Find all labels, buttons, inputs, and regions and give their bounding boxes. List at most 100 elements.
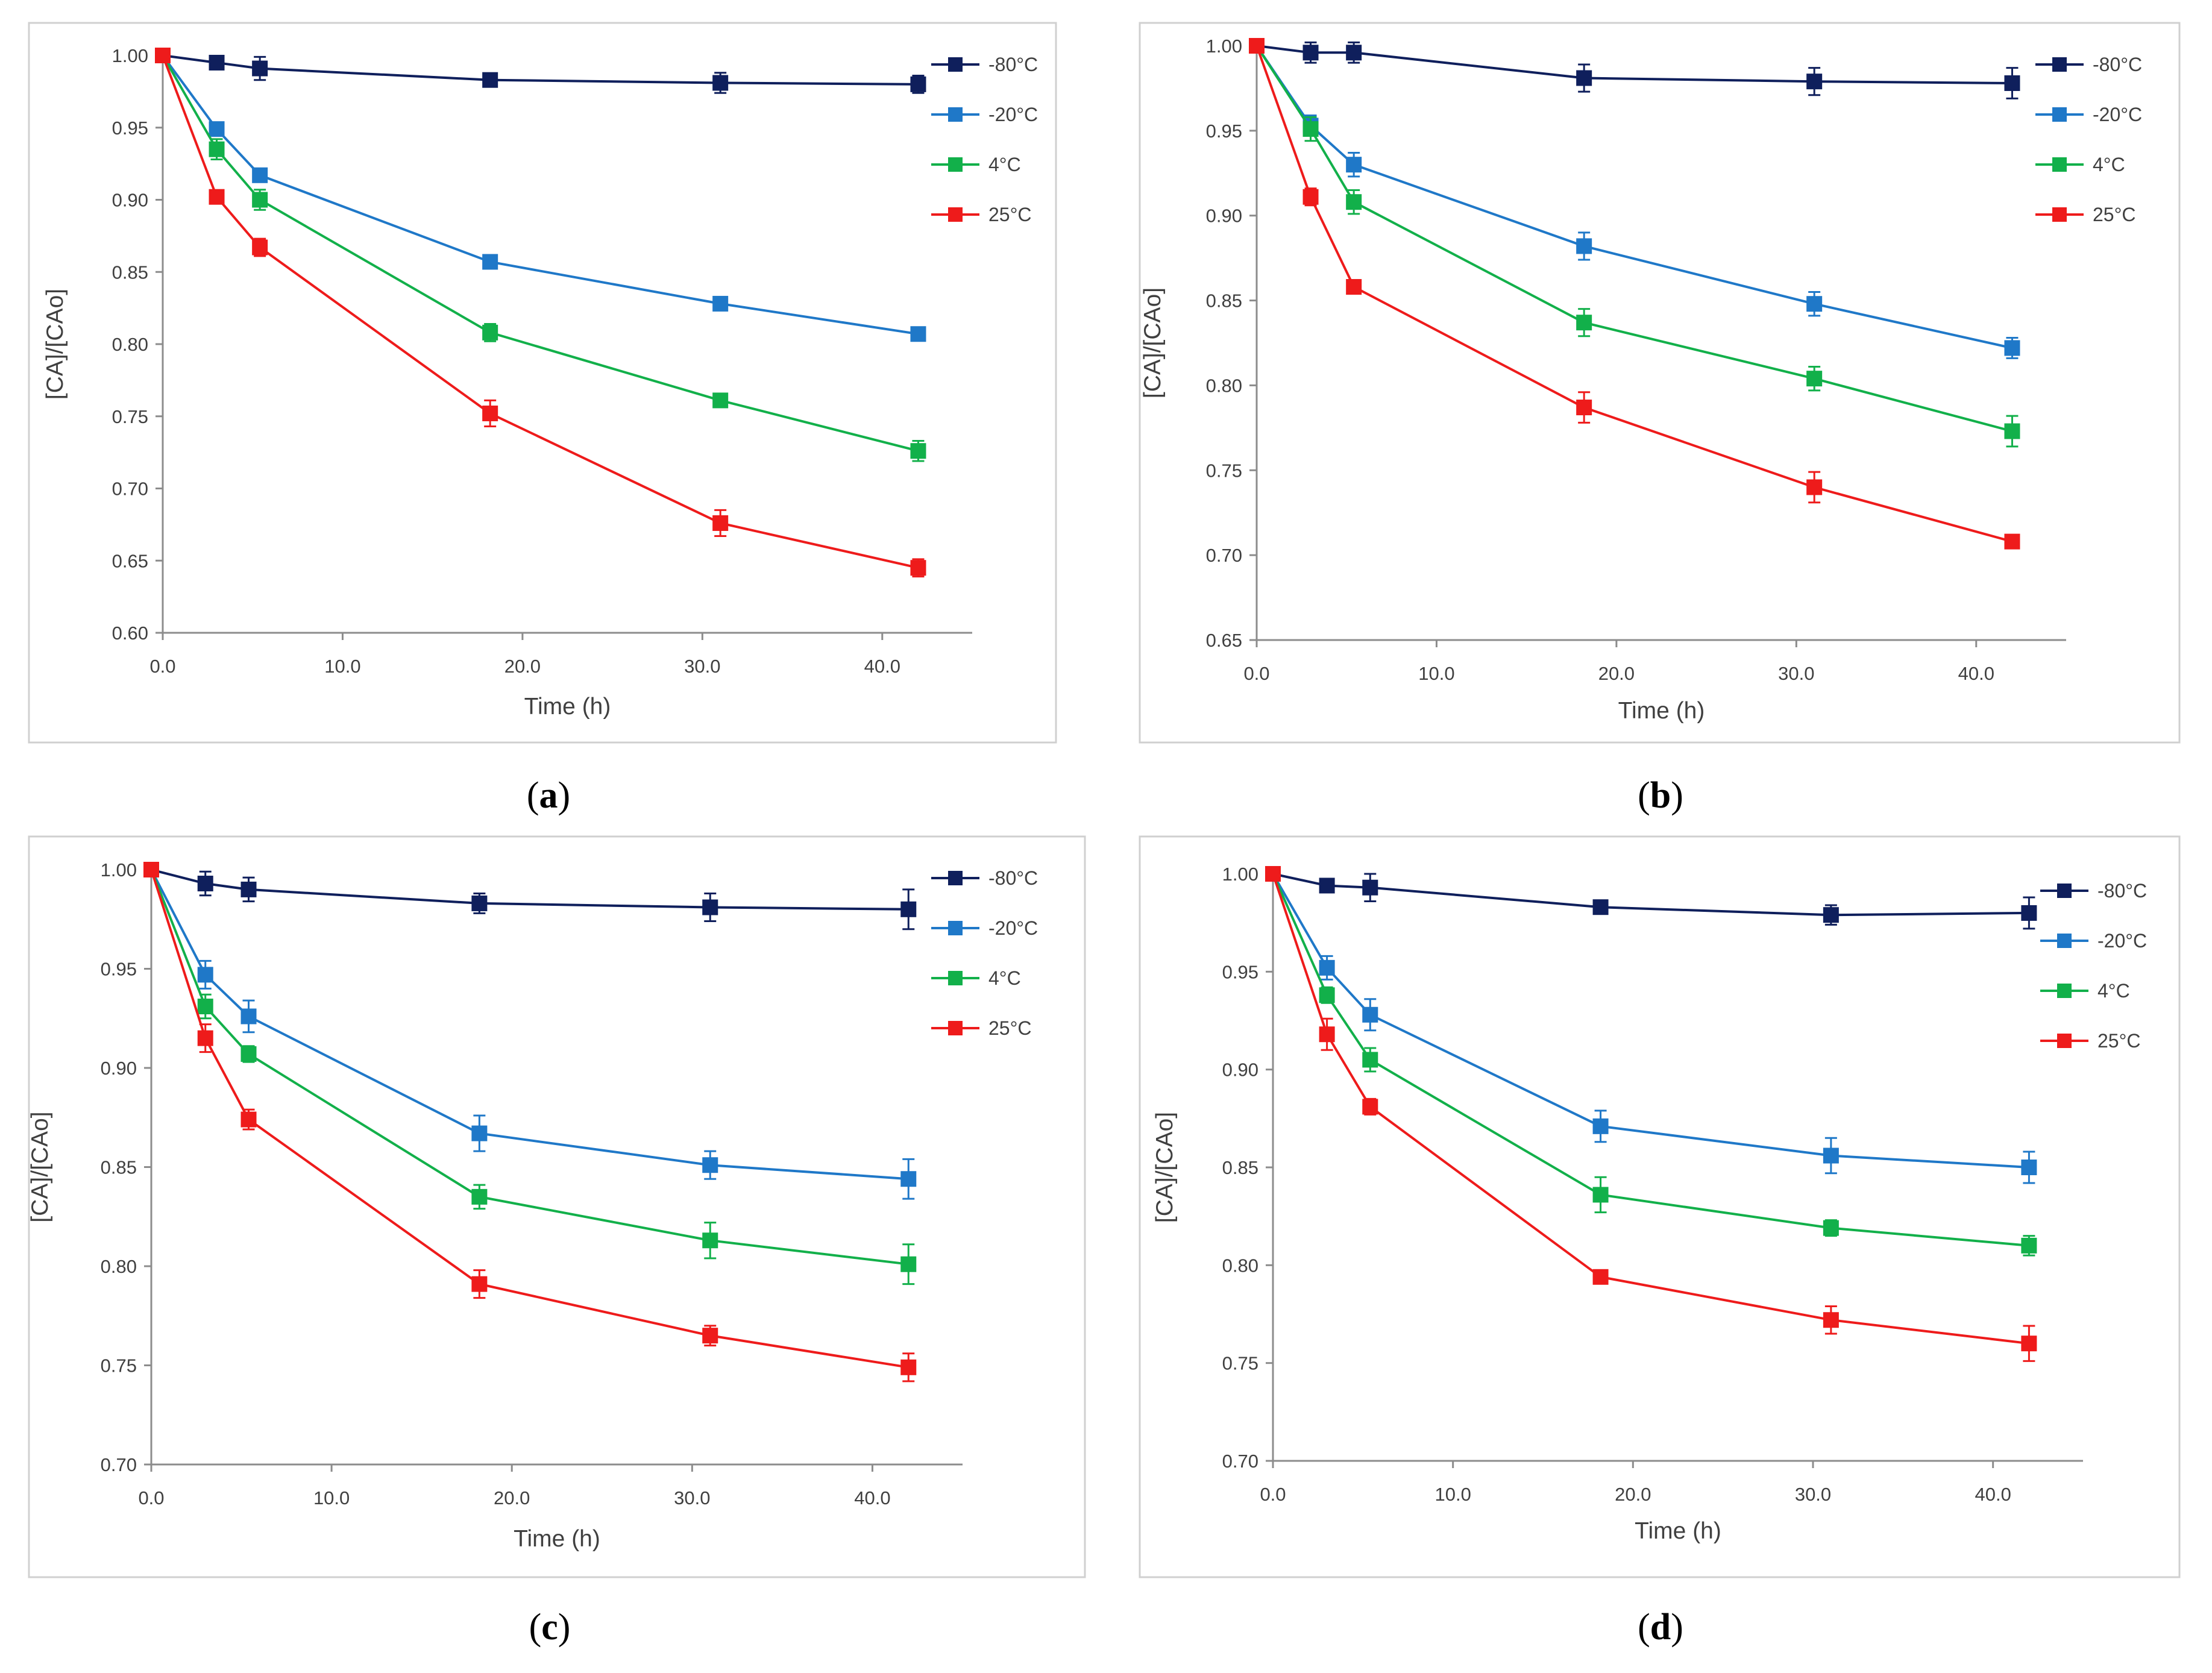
x-tick-label: 40.0 [1958, 663, 1994, 684]
series-4°C [1249, 38, 2020, 448]
series-line [1255, 45, 2013, 433]
legend-marker [948, 57, 963, 72]
legend-label: -80°C [988, 54, 1038, 75]
data-point [1265, 866, 1281, 882]
legend-marker [2052, 157, 2067, 172]
series-4°C [1265, 866, 2037, 1257]
data-point [240, 881, 257, 897]
x-tick-label: 0.0 [1260, 1484, 1286, 1505]
x-tick-label: 20.0 [494, 1487, 530, 1508]
data-point [197, 967, 213, 983]
caption-close: ) [558, 1607, 571, 1648]
data-point [1302, 121, 1319, 137]
x-tick-label: 30.0 [1795, 1484, 1831, 1505]
chart-panel-c: 0.70 0.75 0.80 0.85 0.90 0.95 1.00 0.0 10.0 20.0 3… [27, 835, 1086, 1648]
legend-marker [2052, 57, 2067, 72]
caption-letter: b [1650, 775, 1671, 816]
series-25°C [1249, 38, 2020, 550]
data-point [197, 999, 213, 1015]
x-tick-label: 0.0 [138, 1487, 164, 1508]
legend-label: -80°C [2093, 54, 2142, 75]
series-line [162, 54, 919, 336]
y-tick-label: 0.70 [101, 1454, 137, 1475]
chart-panel-b: 0.65 0.70 0.75 0.80 0.85 0.90 0.95 1.00 0.0 10.0 2… [1139, 22, 2181, 816]
x-tick-label: 0.0 [1243, 663, 1269, 684]
series-line [1255, 45, 2013, 543]
data-point [1806, 296, 1823, 312]
data-point [471, 1188, 488, 1205]
data-point [1592, 899, 1609, 915]
data-point [1362, 1006, 1378, 1023]
x-tick-label: 30.0 [1778, 663, 1814, 684]
series-line [162, 54, 919, 86]
data-point [482, 72, 498, 88]
x-axis-title: Time (h) [1618, 698, 1705, 724]
data-point [155, 48, 171, 63]
data-point [197, 876, 213, 892]
y-tick-label: 0.95 [112, 118, 148, 139]
y-tick-label: 0.70 [1206, 545, 1242, 566]
y-tick-label: 1.00 [1206, 36, 1242, 57]
legend: -80°C -20°C 4°C 25°C [2035, 54, 2142, 225]
x-tick-label: 10.0 [313, 1487, 350, 1508]
caption-close: ) [1671, 775, 1683, 816]
legend-label: -20°C [988, 917, 1038, 939]
series-line [1272, 873, 2029, 1345]
data-point [1362, 1052, 1378, 1068]
legend-label: 25°C [2097, 1030, 2141, 1052]
y-tick-label: 0.80 [101, 1256, 137, 1277]
legend-label: 25°C [2093, 204, 2136, 225]
series--80°C [1265, 866, 2037, 930]
data-point [1319, 959, 1335, 976]
data-point [471, 1276, 488, 1292]
chart-frame [28, 22, 1057, 744]
data-point [2004, 533, 2020, 550]
legend-label: 4°C [988, 154, 1021, 175]
series-line [150, 869, 909, 1369]
chart-panel-d: 0.70 0.75 0.80 0.85 0.90 0.95 1.00 0.0 10.0 20.0 3… [1139, 835, 2181, 1648]
data-point [2004, 75, 2020, 91]
series--80°C [1249, 38, 2020, 99]
data-point [1319, 1026, 1335, 1043]
panel-caption: (a) [527, 775, 570, 816]
legend-marker [2057, 1034, 2072, 1048]
data-point [1806, 74, 1823, 90]
data-point [1319, 877, 1335, 894]
data-point [1576, 315, 1592, 331]
legend-marker [2057, 984, 2072, 998]
x-tick-label: 20.0 [1598, 663, 1635, 684]
data-point [1576, 400, 1592, 416]
caption-close: ) [558, 775, 571, 816]
y-axis-title: [CA]/[CAo] [1140, 287, 1166, 398]
data-point [2021, 1237, 2037, 1254]
y-tick-label: 0.90 [101, 1058, 137, 1079]
legend-marker [948, 157, 963, 172]
x-tick-label: 40.0 [864, 656, 900, 677]
data-point [910, 443, 926, 459]
data-point [712, 392, 729, 409]
y-tick-label: 0.80 [112, 334, 148, 355]
chart-frame [28, 835, 1086, 1578]
data-point [1823, 907, 1839, 923]
data-point [240, 1111, 257, 1128]
data-point [252, 60, 268, 77]
series-line [162, 55, 919, 453]
y-tick-label: 0.75 [101, 1355, 137, 1376]
data-point [1806, 479, 1823, 495]
series-line [1255, 45, 2012, 350]
y-axis-title: [CA]/[CAo] [1152, 1112, 1178, 1223]
data-point [2021, 1336, 2037, 1352]
panel-caption: (c) [529, 1607, 571, 1648]
legend-marker [948, 107, 963, 122]
x-tick-label: 20.0 [1615, 1484, 1651, 1505]
legend-label: 25°C [988, 204, 1032, 225]
caption-open: ( [1638, 1607, 1650, 1648]
legend-marker [948, 971, 963, 985]
data-point [2021, 1160, 2037, 1175]
y-tick-label: 0.95 [1206, 121, 1242, 142]
data-point [1346, 279, 1362, 295]
data-point [900, 1171, 917, 1187]
series-line [1272, 873, 2029, 1247]
data-point [471, 1125, 488, 1141]
y-tick-label: 0.75 [1222, 1353, 1258, 1374]
